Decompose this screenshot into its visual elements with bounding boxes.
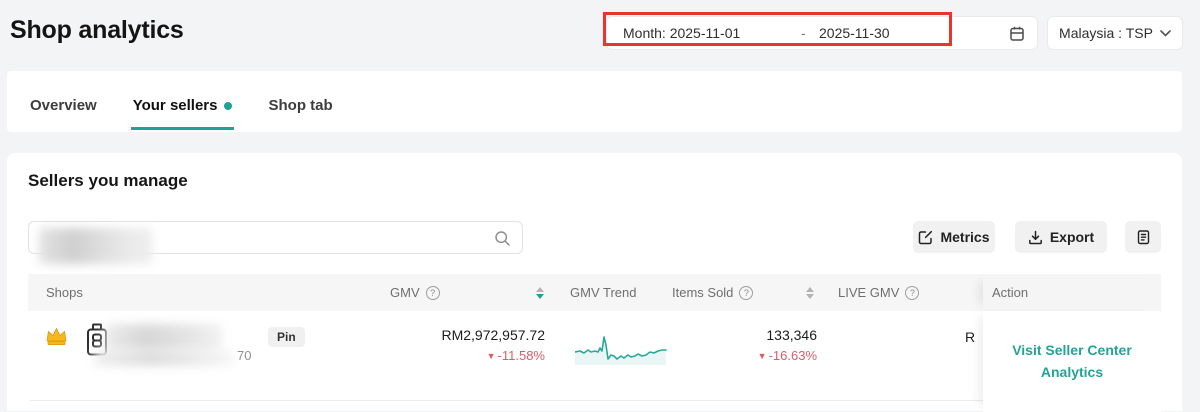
redacted-shop-subtext: [94, 349, 233, 366]
date-range-start[interactable]: Month: 2025-11-01: [623, 25, 741, 41]
region-selector-dropdown[interactable]: Malaysia : TSP: [1047, 16, 1183, 50]
gmv-help-icon[interactable]: ?: [425, 285, 440, 300]
pin-badge[interactable]: Pin: [268, 327, 305, 347]
page-title: Shop analytics: [10, 16, 184, 44]
action-header-label: Action: [992, 285, 1029, 300]
tab-overview-label: Overview: [30, 97, 97, 114]
chevron-down-icon: [1160, 29, 1171, 37]
date-range-separator: -: [801, 25, 806, 41]
items-sold-change-value: -16.63%: [768, 348, 817, 363]
items-sold-sort-control[interactable]: [806, 286, 814, 299]
calendar-icon[interactable]: [1008, 25, 1026, 43]
gmv-change: ▼ -11.58%: [370, 348, 545, 363]
live-gmv-help-icon[interactable]: ?: [905, 285, 920, 300]
date-range-end[interactable]: 2025-11-30: [819, 25, 890, 41]
gmv-trend-header-label: GMV Trend: [570, 285, 637, 300]
gmv-value: RM2,972,957.72: [441, 327, 545, 343]
items-sold-header-label: Items Sold: [672, 285, 734, 300]
clipboard-icon: [1137, 230, 1149, 245]
column-header-shops: Shops: [28, 274, 370, 311]
tab-your-sellers-label: Your sellers: [132, 97, 218, 114]
column-header-live-gmv: LIVE GMV ?: [830, 274, 983, 311]
column-header-gmv-trend: GMV Trend: [560, 274, 663, 311]
table-row: 70 Pin RM2,972,957.72 ▼ -11.58% 133,346 ▼…: [28, 311, 1161, 412]
export-button[interactable]: Export: [1015, 221, 1107, 253]
items-sold-value: 133,346: [766, 327, 817, 343]
items-sold-help-icon[interactable]: ?: [739, 285, 754, 300]
edit-metrics-icon: [919, 230, 933, 244]
down-triangle-icon: ▼: [757, 351, 767, 361]
gmv-change-value: -11.58%: [497, 348, 545, 363]
gmv-sort-control[interactable]: [536, 286, 544, 299]
sellers-panel: Sellers you manage Metrics Export: [7, 153, 1182, 412]
items-sold-change: ▼ -16.63%: [670, 348, 817, 363]
column-header-action: Action: [983, 274, 1161, 311]
search-icon[interactable]: [494, 230, 511, 247]
region-selector-value: Malaysia : TSP: [1059, 25, 1153, 41]
gmv-cell: RM2,972,957.72 ▼ -11.58%: [370, 327, 545, 363]
crown-rank-icon: [45, 327, 68, 346]
sellers-table: Shops GMV ? GMV Trend Items Sold ?: [28, 274, 1161, 412]
search-box[interactable]: [28, 221, 523, 264]
table-header-row: Shops GMV ? GMV Trend Items Sold ?: [28, 274, 1161, 311]
notification-dot-icon: [224, 101, 233, 110]
shops-header-label: Shops: [46, 285, 83, 300]
action-cell: Visit Seller Center Analytics: [983, 311, 1161, 412]
row-divider: [30, 400, 983, 401]
sort-desc-icon: [806, 293, 814, 299]
shop-meta-count: 70: [237, 348, 252, 363]
tab-your-sellers[interactable]: Your sellers: [130, 77, 235, 130]
column-header-gmv: GMV ?: [370, 274, 560, 311]
panel-heading: Sellers you manage: [28, 171, 188, 190]
export-button-label: Export: [1049, 229, 1095, 245]
visit-seller-center-link[interactable]: Visit Seller Center Analytics: [1012, 341, 1132, 380]
gmv-header-label: GMV: [390, 285, 420, 300]
live-gmv-clipped-value: R: [965, 329, 976, 345]
sort-asc-icon: [806, 286, 814, 292]
tab-shop-tab[interactable]: Shop tab: [266, 77, 334, 130]
tab-overview[interactable]: Overview: [28, 77, 99, 130]
live-gmv-header-label: LIVE GMV: [838, 285, 900, 300]
tabs-bar: Overview Your sellers Shop tab: [7, 71, 1182, 132]
metrics-button[interactable]: Metrics: [913, 221, 995, 253]
download-icon: [1028, 230, 1042, 244]
sort-desc-icon: [536, 293, 544, 299]
report-list-button[interactable]: [1125, 221, 1161, 253]
search-input[interactable]: [29, 222, 522, 253]
down-triangle-icon: ▼: [486, 351, 496, 361]
tab-shop-tab-label: Shop tab: [268, 97, 333, 114]
redacted-shop-name: [105, 324, 222, 351]
gmv-trend-sparkline: [575, 336, 667, 365]
sort-asc-icon: [536, 286, 544, 292]
metrics-button-label: Metrics: [940, 229, 990, 245]
items-sold-cell: 133,346 ▼ -16.63%: [670, 327, 817, 363]
column-header-items-sold: Items Sold ?: [663, 274, 830, 311]
date-range-picker[interactable]: Month: 2025-11-01 - 2025-11-30: [606, 16, 1038, 50]
